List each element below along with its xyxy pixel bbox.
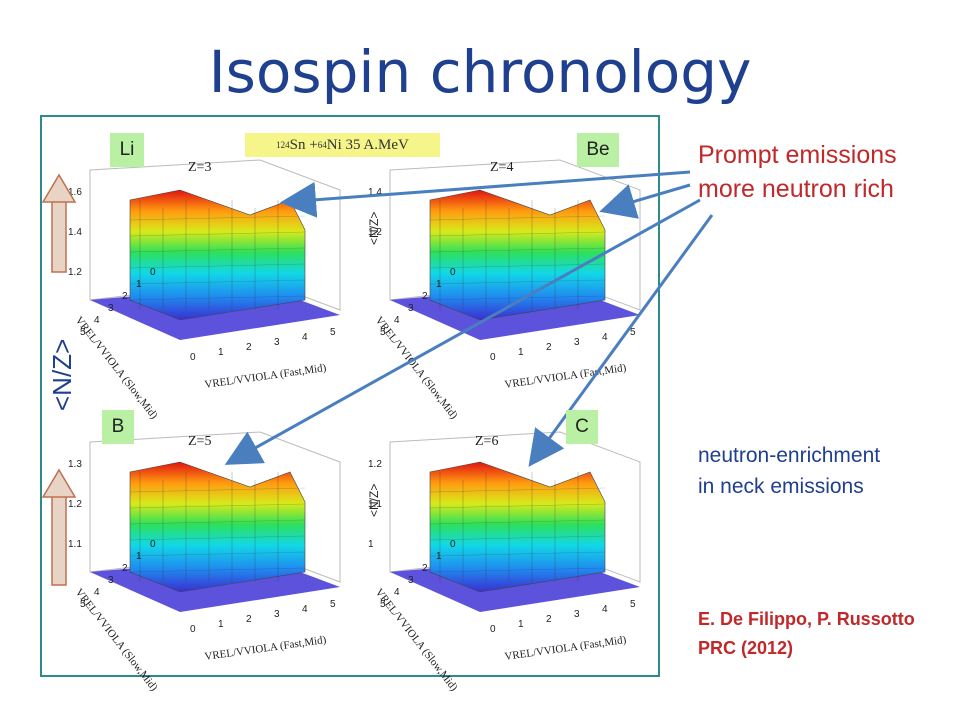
y-tick-label: 1 <box>136 279 142 290</box>
y-tick-label: 2 <box>422 563 428 574</box>
x-tick-label: 5 <box>330 599 336 610</box>
y-tick-label: 0 <box>150 267 156 278</box>
x-axis-label: VREL/VVIOLA (Fast,Mid) <box>204 634 328 663</box>
x-tick-label: 3 <box>574 337 580 348</box>
z-tick-label: 1.1 <box>68 539 82 550</box>
y-tick-label: 1 <box>136 551 142 562</box>
x-axis-label: VREL/VVIOLA (Fast,Mid) <box>504 634 628 663</box>
x-tick-label: 4 <box>302 332 308 343</box>
x-tick-label: 2 <box>546 342 552 353</box>
arrow-to-li <box>280 170 691 218</box>
x-axis-label: VREL/VVIOLA (Fast,Mid) <box>504 362 628 391</box>
prompt-text: Prompt emissions more neutron rich <box>698 141 897 203</box>
y-tick-label: 0 <box>150 539 156 550</box>
z-title-li: Z=3 <box>188 160 212 175</box>
y-axis-label: VREL/VVIOLA (Slow,Mid) <box>73 314 160 421</box>
y-tick-label: 5 <box>80 327 86 338</box>
x-tick-label: 1 <box>218 619 224 630</box>
x-tick-label: 4 <box>602 332 608 343</box>
y-tick-label: 4 <box>394 315 400 326</box>
z-tick-label: 1.2 <box>368 459 382 470</box>
y-axis-label: VREL/VVIOLA (Slow,Mid) <box>373 586 460 693</box>
z-tick-label: 1.4 <box>68 227 82 238</box>
x-tick-label: 3 <box>574 609 580 620</box>
side-nz-label: <N/Z> <box>47 338 77 411</box>
up-arrow-top <box>41 173 77 273</box>
x-tick-label: 2 <box>246 614 252 625</box>
x-tick-label: 2 <box>546 614 552 625</box>
arrow-to-b <box>224 198 701 465</box>
tag-be: Be <box>577 133 619 167</box>
tag-li: Li <box>110 133 144 167</box>
y-axis-label: VREL/VVIOLA (Slow,Mid) <box>73 586 160 693</box>
y-tick-label: 4 <box>94 587 100 598</box>
x-tick-label: 0 <box>190 352 196 363</box>
neck-text: neutron-enrichment in neck emissions <box>698 444 881 498</box>
y-tick-label: 5 <box>380 327 386 338</box>
z-tick-label: 1.1 <box>368 499 382 510</box>
arrow-to-be <box>599 183 691 219</box>
y-tick-label: 3 <box>408 303 414 314</box>
up-arrow-bottom <box>41 468 77 586</box>
y-tick-label: 5 <box>380 599 386 610</box>
y-tick-label: 4 <box>94 315 100 326</box>
x-tick-label: 3 <box>274 337 280 348</box>
lego-bars <box>129 461 306 593</box>
y-tick-label: 4 <box>394 587 400 598</box>
reference: E. De Filippo, P. Russotto PRC (2012) <box>698 609 915 658</box>
x-tick-label: 0 <box>490 624 496 635</box>
x-tick-label: 1 <box>518 347 524 358</box>
z-tick-label: 1.2 <box>68 499 82 510</box>
lego-bars <box>429 189 606 321</box>
x-tick-label: 4 <box>602 604 608 615</box>
reaction-label: 124 Sn + 64 Ni 35 A.MeV <box>245 133 440 157</box>
y-tick-label: 0 <box>450 267 456 278</box>
x-tick-label: 5 <box>630 599 636 610</box>
x-tick-label: 1 <box>218 347 224 358</box>
z-tick-label: 1 <box>368 539 374 550</box>
x-tick-label: 0 <box>190 624 196 635</box>
tag-c: C <box>566 410 598 444</box>
x-tick-label: 3 <box>274 609 280 620</box>
nz-axis-label: <N/Z> <box>367 484 381 517</box>
y-tick-label: 5 <box>80 599 86 610</box>
x-tick-label: 4 <box>302 604 308 615</box>
z-tick-label: 1.6 <box>68 187 82 198</box>
x-axis-label: VREL/VVIOLA (Fast,Mid) <box>204 362 328 391</box>
y-tick-label: 1 <box>436 551 442 562</box>
y-tick-label: 2 <box>422 291 428 302</box>
y-tick-label: 3 <box>408 575 414 586</box>
y-tick-label: 3 <box>108 303 114 314</box>
x-tick-label: 5 <box>330 327 336 338</box>
z-tick-label: 1.2 <box>68 267 82 278</box>
lego-bars <box>429 461 606 593</box>
z-tick-label: 1.3 <box>68 459 82 470</box>
page-title: Isospin chronology <box>208 38 752 106</box>
x-tick-label: 1 <box>518 619 524 630</box>
z-tick-label: 1.4 <box>368 187 382 198</box>
lego-bars <box>129 189 306 321</box>
x-tick-label: 0 <box>490 352 496 363</box>
z-tick-label: 1.2 <box>368 227 382 238</box>
x-tick-label: 5 <box>630 327 636 338</box>
y-tick-label: 2 <box>122 563 128 574</box>
y-tick-label: 1 <box>436 279 442 290</box>
y-tick-label: 0 <box>450 539 456 550</box>
arrow-to-c <box>528 214 714 467</box>
tag-b: B <box>102 410 134 444</box>
y-tick-label: 3 <box>108 575 114 586</box>
z-title-b: Z=5 <box>188 434 212 449</box>
z-title-c: Z=6 <box>475 434 499 449</box>
nz-axis-label: <N/Z> <box>367 212 381 245</box>
x-tick-label: 2 <box>246 342 252 353</box>
y-axis-label: VREL/VVIOLA (Slow,Mid) <box>373 314 460 421</box>
y-tick-label: 2 <box>122 291 128 302</box>
z-title-be: Z=4 <box>490 160 514 175</box>
